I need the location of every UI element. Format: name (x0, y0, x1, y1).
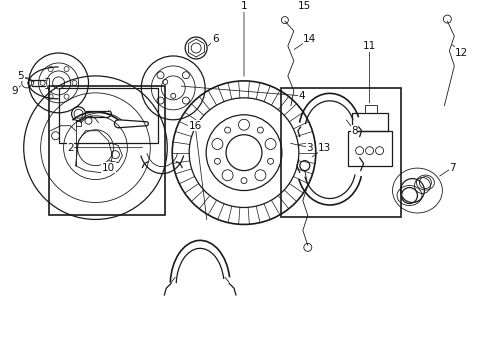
Text: 14: 14 (303, 34, 316, 44)
Text: 15: 15 (298, 1, 311, 11)
Text: 11: 11 (362, 41, 375, 51)
Bar (280, 88, 400, 217)
Text: 5: 5 (18, 71, 24, 81)
Bar (351, 113, 387, 131)
Bar (347, 131, 391, 166)
Text: 3: 3 (306, 143, 312, 153)
Text: 9: 9 (11, 86, 18, 96)
Bar (364, 105, 376, 113)
Text: 2: 2 (67, 143, 74, 153)
Text: 1: 1 (240, 1, 247, 11)
Text: 12: 12 (454, 48, 467, 58)
Text: 7: 7 (448, 163, 455, 172)
Bar (59, 88, 158, 143)
Text: 10: 10 (102, 163, 115, 172)
Text: 6: 6 (211, 34, 218, 44)
Text: 8: 8 (350, 126, 357, 136)
Text: 4: 4 (298, 91, 305, 101)
Bar (48, 86, 165, 216)
Text: 13: 13 (318, 143, 331, 153)
Text: 16: 16 (188, 121, 202, 131)
